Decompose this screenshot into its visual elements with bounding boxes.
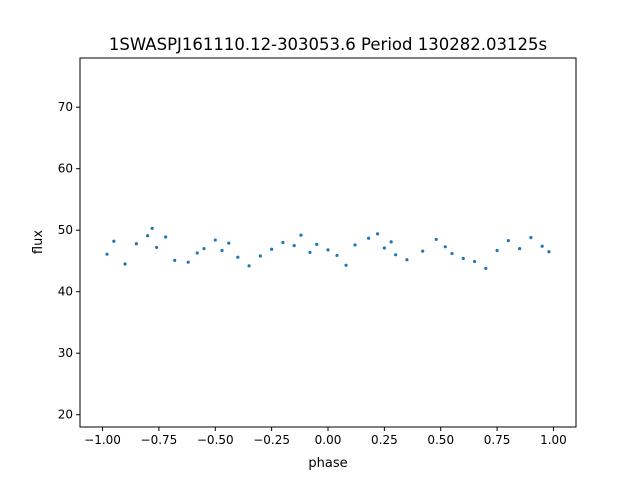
data-point — [258, 254, 262, 258]
data-point — [518, 247, 522, 251]
y-tick-label: 60 — [58, 162, 73, 176]
data-point — [529, 235, 533, 240]
data-point — [382, 246, 386, 250]
data-point — [344, 263, 348, 267]
data-point — [389, 240, 393, 244]
data-point — [247, 264, 251, 268]
y-tick-label: 40 — [58, 285, 73, 299]
data-point — [315, 242, 319, 246]
x-tick-label: 1.00 — [540, 433, 567, 447]
data-point — [173, 258, 177, 262]
data-point — [335, 253, 339, 258]
data-point — [292, 243, 296, 248]
data-point — [202, 247, 206, 251]
y-tick-label: 30 — [58, 346, 73, 360]
data-point — [484, 266, 488, 270]
data-point — [186, 260, 190, 264]
data-point — [421, 249, 425, 253]
x-tick-label: −1.00 — [84, 433, 121, 447]
data-point — [376, 232, 380, 236]
data-point — [443, 245, 447, 249]
y-tick-label: 50 — [58, 223, 73, 237]
x-tick-label: −0.25 — [253, 433, 290, 447]
x-axis-label: phase — [308, 456, 347, 471]
data-points — [105, 226, 551, 270]
data-point — [270, 247, 274, 251]
data-point — [450, 251, 454, 256]
x-tick-label: 0.00 — [315, 433, 342, 447]
data-point — [213, 238, 217, 242]
data-point — [105, 252, 109, 256]
data-point — [434, 237, 438, 242]
chart-title: 1SWASPJ161110.12-303053.6 Period 130282.… — [109, 35, 547, 54]
data-point — [220, 248, 224, 253]
y-axis-ticks: 20 30 40 50 60 70 — [58, 100, 80, 422]
data-point — [123, 262, 127, 266]
x-tick-label: −0.50 — [197, 433, 234, 447]
x-tick-label: 0.50 — [427, 433, 454, 447]
data-point — [227, 241, 231, 245]
data-point — [326, 248, 330, 252]
data-point — [134, 242, 138, 246]
data-point — [394, 253, 398, 257]
data-point — [366, 236, 371, 240]
data-point — [299, 233, 303, 237]
x-axis-ticks: −1.00 −0.75 −0.50 −0.25 0.00 0.25 0.50 0.75 1.00 — [84, 427, 567, 447]
data-point — [164, 235, 168, 239]
data-point — [405, 258, 409, 262]
data-point — [472, 259, 477, 264]
y-tick-label: 70 — [58, 100, 73, 114]
x-tick-label: −0.75 — [141, 433, 178, 447]
data-point — [236, 255, 240, 259]
data-point — [281, 240, 285, 245]
data-point — [461, 256, 465, 261]
data-point — [195, 251, 199, 255]
data-point — [547, 250, 551, 254]
data-point — [495, 248, 499, 253]
y-axis-label: flux — [31, 230, 46, 254]
data-point — [308, 250, 312, 254]
x-tick-label: 0.75 — [484, 433, 511, 447]
data-point — [112, 239, 116, 243]
data-point — [506, 239, 510, 243]
data-point — [155, 245, 159, 250]
data-point — [146, 234, 150, 238]
x-tick-label: 0.25 — [371, 433, 398, 447]
y-tick-label: 20 — [58, 408, 73, 422]
data-point — [150, 226, 154, 230]
data-point — [540, 244, 544, 248]
data-point — [353, 243, 357, 247]
